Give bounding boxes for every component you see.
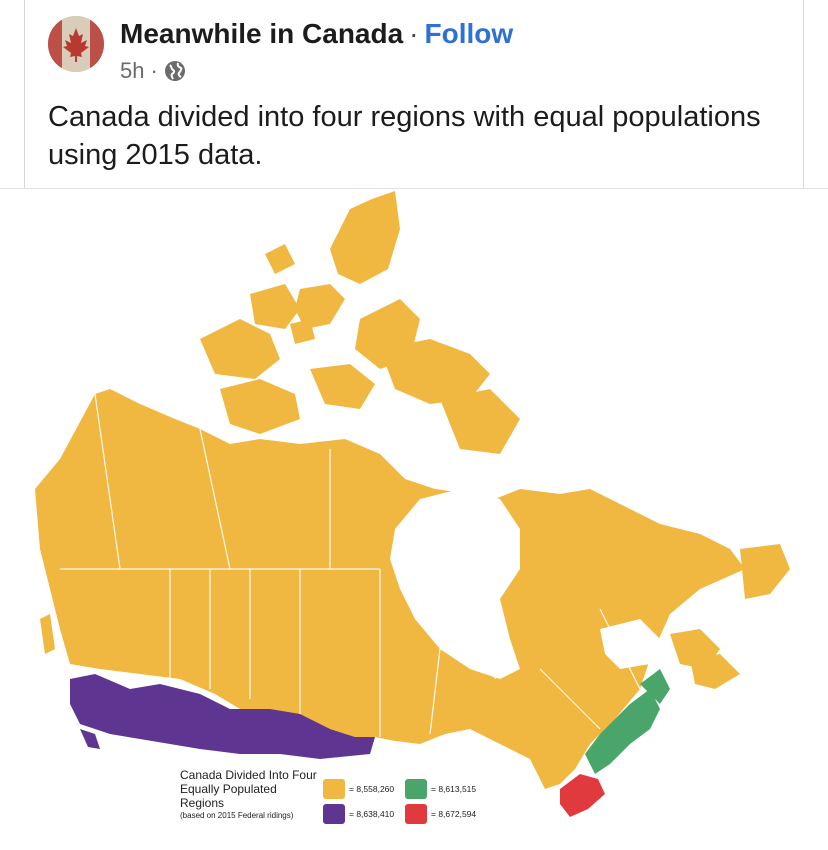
meta-separator: · [150,58,158,83]
post-header: Meanwhile in Canada · Follow [120,16,513,52]
header-separator: · [409,18,419,49]
post-image-map[interactable]: Canada Divided Into Four Equally Populat… [0,189,828,850]
legend-label: = 8,638,410 [349,809,395,819]
legend-item-green: = 8,613,515 [405,779,476,799]
region-purple [70,674,375,759]
legend-item-purple: = 8,638,410 [323,804,394,824]
map-legend: Canada Divided Into Four Equally Populat… [180,768,320,820]
legend-swatch-yellow [323,779,345,799]
post-meta: 5h · [120,58,186,84]
region-yellow-arctic [200,191,520,454]
riding-boundaries [60,393,641,737]
follow-button[interactable]: Follow [424,18,514,49]
page-avatar[interactable] [48,16,104,72]
legend-swatch-red [405,804,427,824]
legend-title: Canada Divided Into Four Equally Populat… [180,768,317,810]
post-text: Canada divided into four regions with eq… [48,101,761,171]
legend-subtitle: (based on 2015 Federal ridings) [180,811,294,820]
region-red [560,774,605,817]
legend-label: = 8,672,594 [431,809,477,819]
hudson-bay-water [390,489,520,679]
gulf-water [600,619,660,669]
page-name-link[interactable]: Meanwhile in Canada [120,18,404,49]
region-green [585,669,670,774]
canada-flag-avatar-icon [48,16,104,72]
globe-icon[interactable] [164,60,186,82]
canada-regions-map [35,191,790,817]
legend-label: = 8,613,515 [431,784,477,794]
post-timestamp[interactable]: 5h [120,58,145,83]
media-divider [0,188,828,189]
legend-swatch-green [405,779,427,799]
post-card [24,0,804,188]
legend-swatch-purple [323,804,345,824]
legend-label: = 8,558,260 [349,784,395,794]
legend-item-yellow: = 8,558,260 [323,779,394,799]
legend-item-red: = 8,672,594 [405,804,476,824]
james-bay-water [480,644,510,679]
